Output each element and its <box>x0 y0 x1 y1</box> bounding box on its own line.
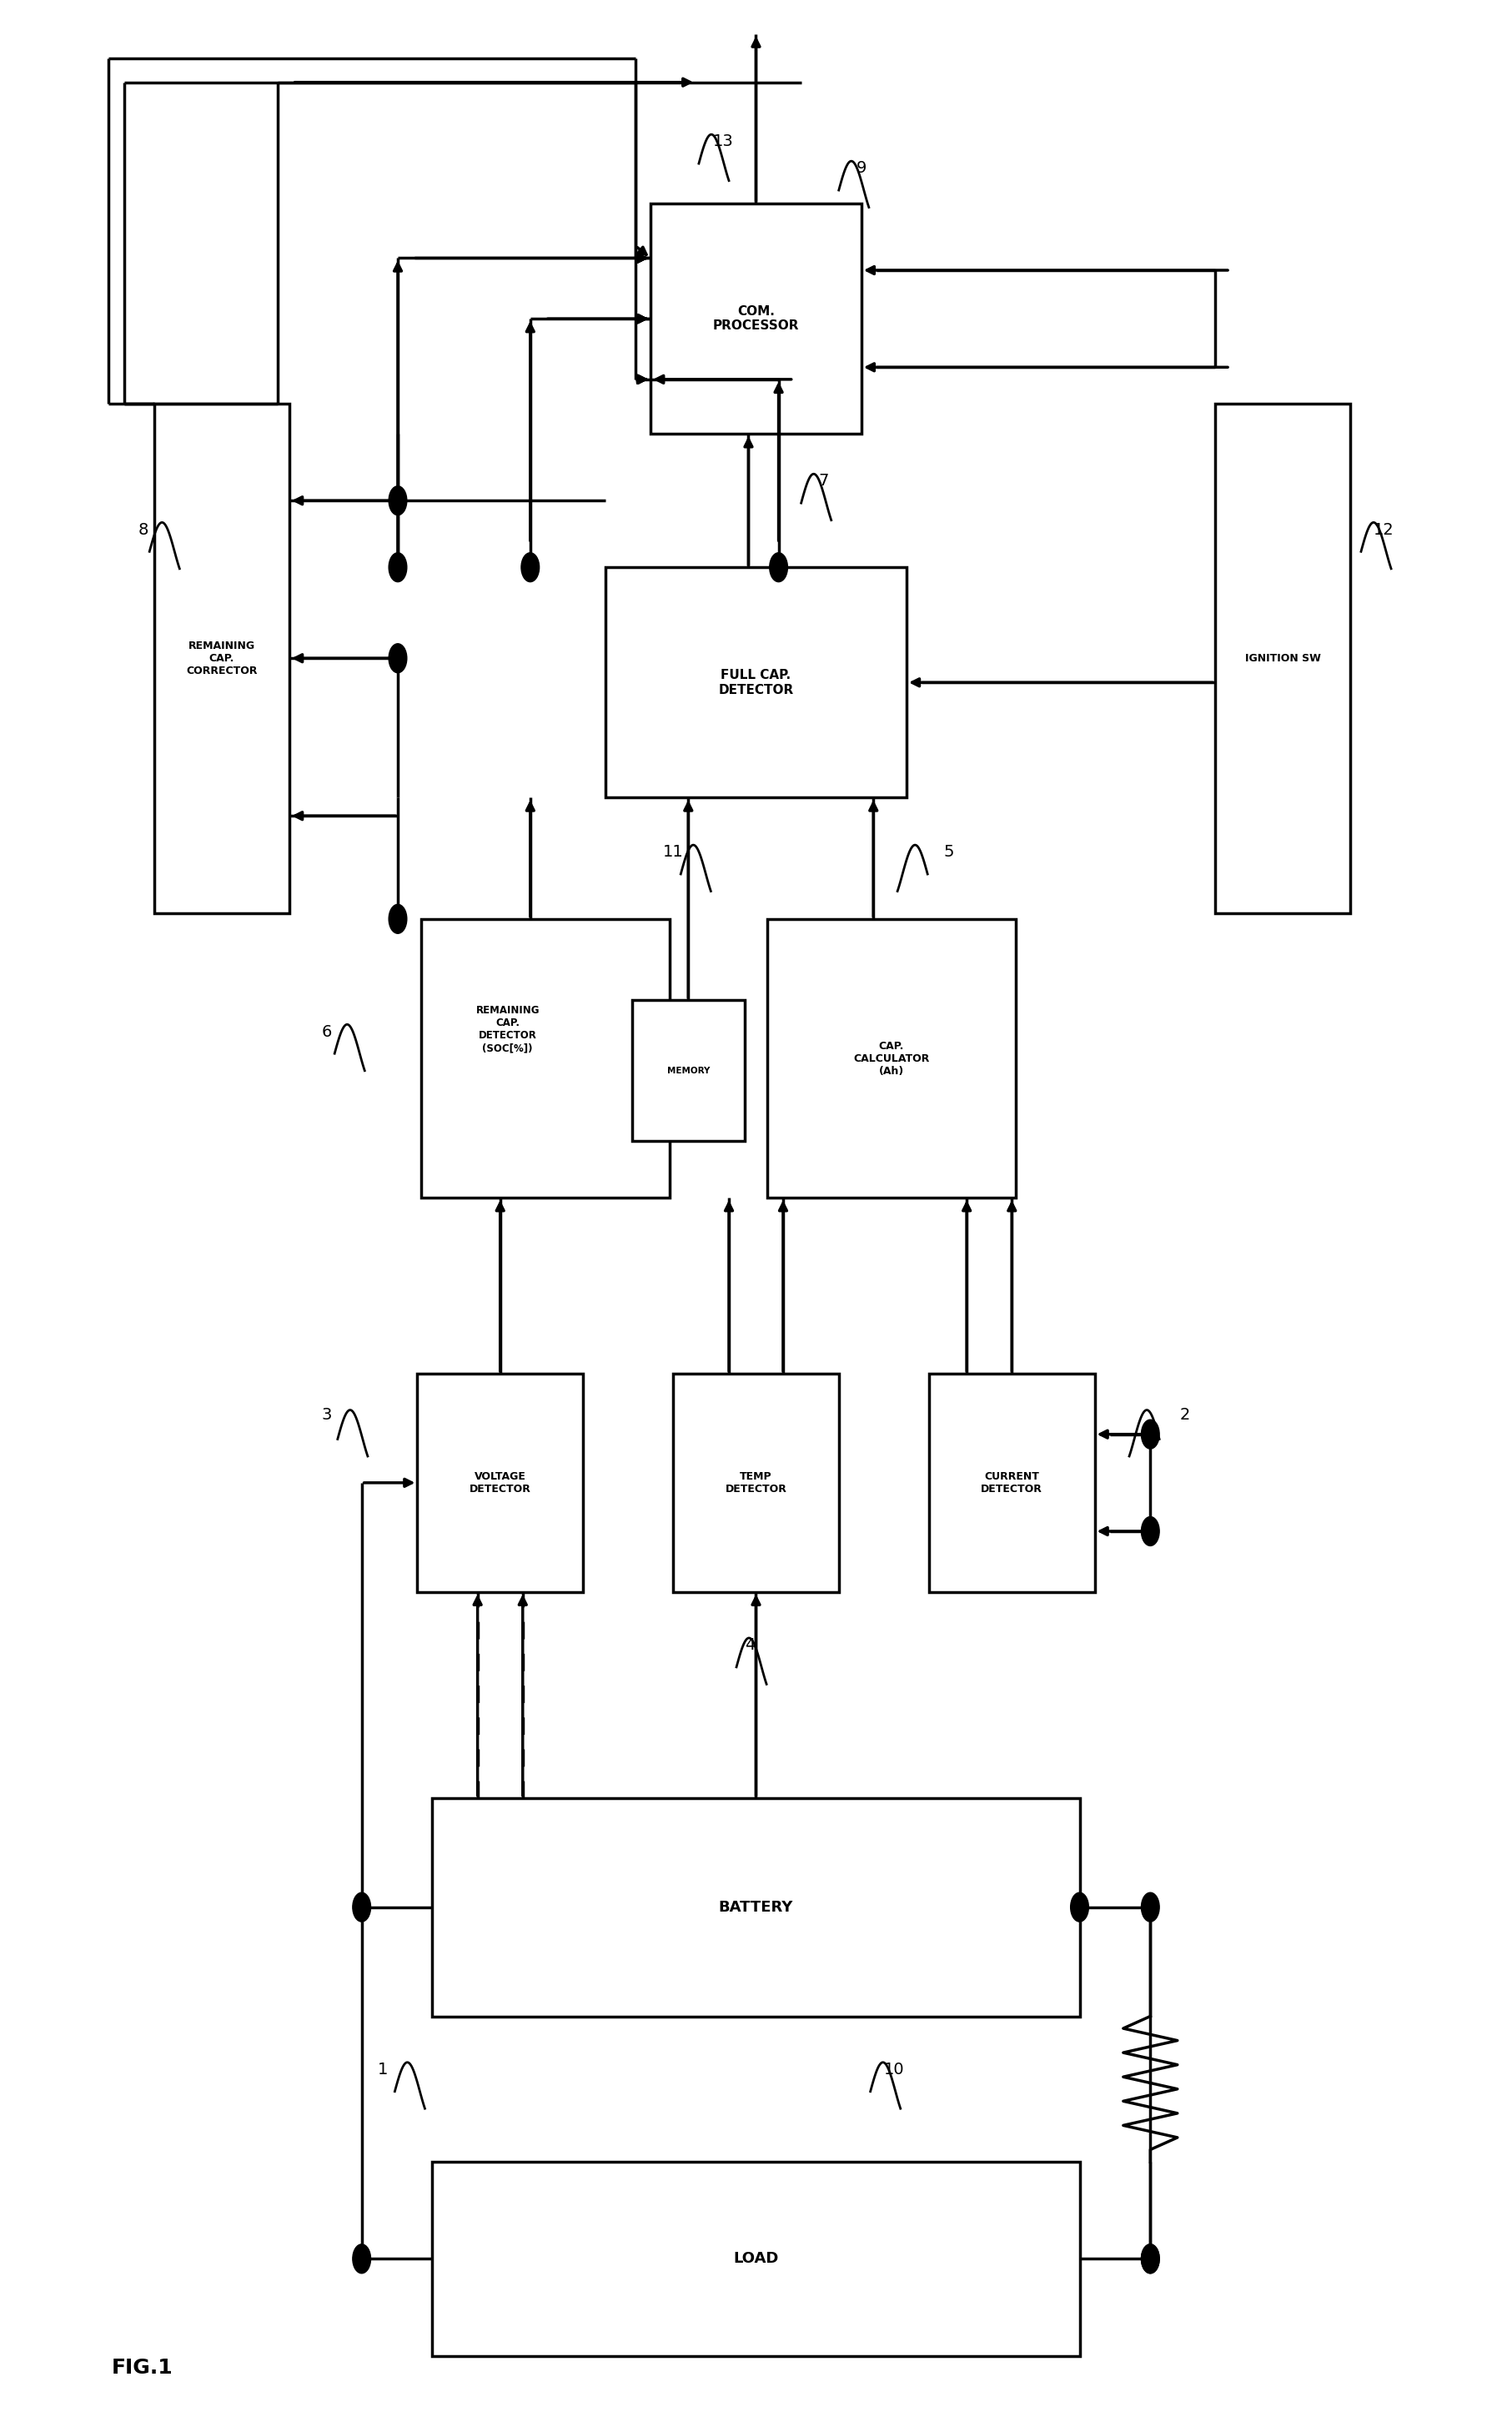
Text: CAP.
CALCULATOR
(Ah): CAP. CALCULATOR (Ah) <box>853 1041 930 1077</box>
Text: 2: 2 <box>1179 1408 1190 1423</box>
Text: 7: 7 <box>818 474 829 489</box>
Bar <box>432 2162 1080 2357</box>
Text: 12: 12 <box>1373 523 1394 537</box>
Circle shape <box>389 905 407 934</box>
Text: VOLTAGE
DETECTOR: VOLTAGE DETECTOR <box>469 1471 531 1493</box>
Bar <box>432 1797 1080 2016</box>
Text: 10: 10 <box>885 2062 904 2077</box>
Text: 8: 8 <box>138 523 148 537</box>
Text: BATTERY: BATTERY <box>718 1899 794 1914</box>
Text: REMAINING
CAP.
DETECTOR
(SOC[%]): REMAINING CAP. DETECTOR (SOC[%]) <box>476 1004 540 1053</box>
Text: MEMORY: MEMORY <box>667 1065 709 1075</box>
Bar <box>632 1000 745 1141</box>
Bar <box>422 919 670 1199</box>
Text: FIG.1: FIG.1 <box>112 2359 174 2378</box>
Text: CURRENT
DETECTOR: CURRENT DETECTOR <box>981 1471 1043 1493</box>
Circle shape <box>389 552 407 581</box>
Text: 6: 6 <box>322 1024 333 1038</box>
Bar <box>605 567 907 798</box>
Text: 11: 11 <box>662 844 683 861</box>
Bar <box>650 204 862 433</box>
Bar <box>154 404 289 912</box>
Text: 1: 1 <box>378 2062 389 2077</box>
Text: 13: 13 <box>712 134 733 151</box>
Circle shape <box>1142 2245 1160 2274</box>
Bar <box>1216 404 1350 912</box>
Text: REMAINING
CAP.
CORRECTOR: REMAINING CAP. CORRECTOR <box>186 640 257 676</box>
Bar <box>417 1374 584 1593</box>
Bar <box>673 1374 839 1593</box>
Circle shape <box>389 644 407 674</box>
Text: 3: 3 <box>322 1408 333 1423</box>
Circle shape <box>770 552 788 581</box>
Circle shape <box>352 1892 370 1921</box>
Circle shape <box>522 552 540 581</box>
Text: 5: 5 <box>943 844 954 861</box>
Text: FULL CAP.
DETECTOR: FULL CAP. DETECTOR <box>718 669 794 696</box>
Text: IGNITION SW: IGNITION SW <box>1244 652 1320 664</box>
Text: LOAD: LOAD <box>733 2252 779 2267</box>
Circle shape <box>1142 2245 1160 2274</box>
Text: TEMP
DETECTOR: TEMP DETECTOR <box>726 1471 786 1493</box>
Circle shape <box>1142 1420 1160 1449</box>
Text: 9: 9 <box>856 161 866 175</box>
Circle shape <box>389 486 407 516</box>
Circle shape <box>352 2245 370 2274</box>
Bar <box>767 919 1016 1199</box>
Circle shape <box>1142 1892 1160 1921</box>
Circle shape <box>1142 1518 1160 1547</box>
Text: 4: 4 <box>745 1637 754 1654</box>
Circle shape <box>1070 1892 1089 1921</box>
Text: COM.
PROCESSOR: COM. PROCESSOR <box>712 306 800 333</box>
Bar <box>928 1374 1095 1593</box>
